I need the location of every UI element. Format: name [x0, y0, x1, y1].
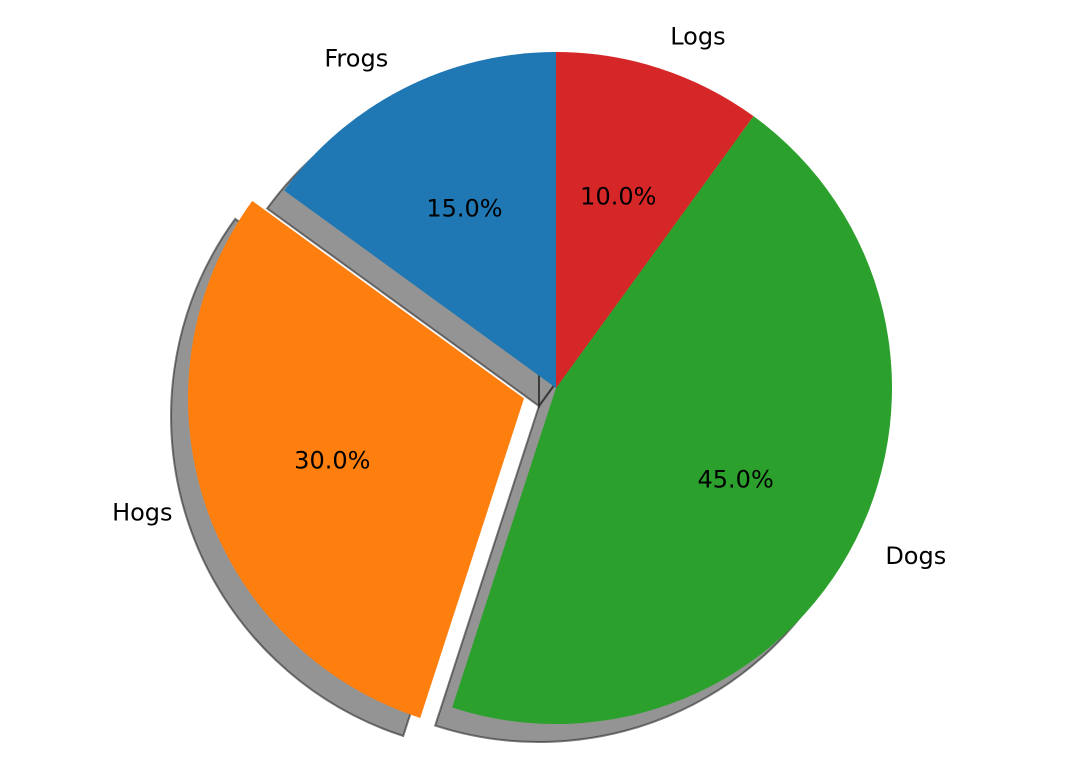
percent-label-logs: 10.0% [580, 182, 656, 210]
label-frogs: Frogs [324, 45, 388, 73]
slice-hogs [188, 200, 525, 718]
pie-labels: Frogs 15.0% Hogs 30.0% Dogs 45.0% Logs 10.0% [112, 22, 946, 569]
percent-label-frogs: 15.0% [426, 194, 502, 222]
pie-slices [188, 52, 893, 725]
slice-dogs [452, 116, 893, 725]
label-logs: Logs [670, 22, 725, 50]
slice-frogs [284, 52, 556, 388]
label-hogs: Hogs [112, 499, 172, 527]
percent-label-hogs: 30.0% [294, 447, 370, 475]
slice-logs [556, 52, 754, 388]
label-dogs: Dogs [885, 542, 946, 570]
percent-label-dogs: 45.0% [698, 466, 774, 494]
